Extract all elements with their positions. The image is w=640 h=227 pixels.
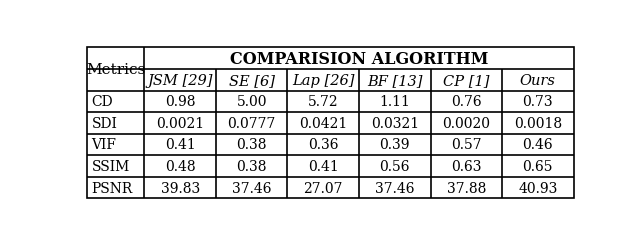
Text: 0.0421: 0.0421 (299, 116, 348, 130)
Text: 1.11: 1.11 (380, 95, 410, 109)
Text: 0.39: 0.39 (380, 138, 410, 152)
Text: SSIM: SSIM (92, 159, 130, 173)
Text: VIF: VIF (92, 138, 116, 152)
Text: JSM [29]: JSM [29] (147, 74, 213, 87)
Text: 0.76: 0.76 (451, 95, 481, 109)
Text: Ours: Ours (520, 74, 556, 87)
Text: 0.41: 0.41 (308, 159, 339, 173)
Text: 0.46: 0.46 (522, 138, 553, 152)
Text: 0.63: 0.63 (451, 159, 481, 173)
Text: 0.38: 0.38 (237, 138, 267, 152)
Text: PSNR: PSNR (92, 181, 132, 195)
Text: CD: CD (92, 95, 113, 109)
Text: 0.0321: 0.0321 (371, 116, 419, 130)
Text: Lap [26]: Lap [26] (292, 74, 355, 87)
Text: 0.0018: 0.0018 (514, 116, 562, 130)
Text: BF [13]: BF [13] (367, 74, 422, 87)
Text: SDI: SDI (92, 116, 117, 130)
Text: SE [6]: SE [6] (228, 74, 275, 87)
Text: COMPARISION ALGORITHM: COMPARISION ALGORITHM (230, 50, 488, 67)
Text: 0.56: 0.56 (380, 159, 410, 173)
Text: 5.72: 5.72 (308, 95, 339, 109)
Text: 37.46: 37.46 (232, 181, 271, 195)
Text: 37.46: 37.46 (375, 181, 415, 195)
Text: 27.07: 27.07 (303, 181, 343, 195)
Text: CP [1]: CP [1] (443, 74, 490, 87)
Text: 5.00: 5.00 (237, 95, 267, 109)
Text: 0.41: 0.41 (165, 138, 196, 152)
Text: 0.98: 0.98 (165, 95, 195, 109)
Text: 0.0021: 0.0021 (156, 116, 204, 130)
Text: 39.83: 39.83 (161, 181, 200, 195)
Text: Metrics: Metrics (86, 63, 145, 77)
Text: 0.57: 0.57 (451, 138, 481, 152)
Text: 0.36: 0.36 (308, 138, 339, 152)
Text: 0.73: 0.73 (522, 95, 553, 109)
Text: 37.88: 37.88 (447, 181, 486, 195)
Text: 0.38: 0.38 (237, 159, 267, 173)
Text: 0.65: 0.65 (522, 159, 553, 173)
Text: 0.48: 0.48 (165, 159, 196, 173)
Text: 0.0777: 0.0777 (228, 116, 276, 130)
Text: 40.93: 40.93 (518, 181, 557, 195)
Text: 0.0020: 0.0020 (442, 116, 490, 130)
